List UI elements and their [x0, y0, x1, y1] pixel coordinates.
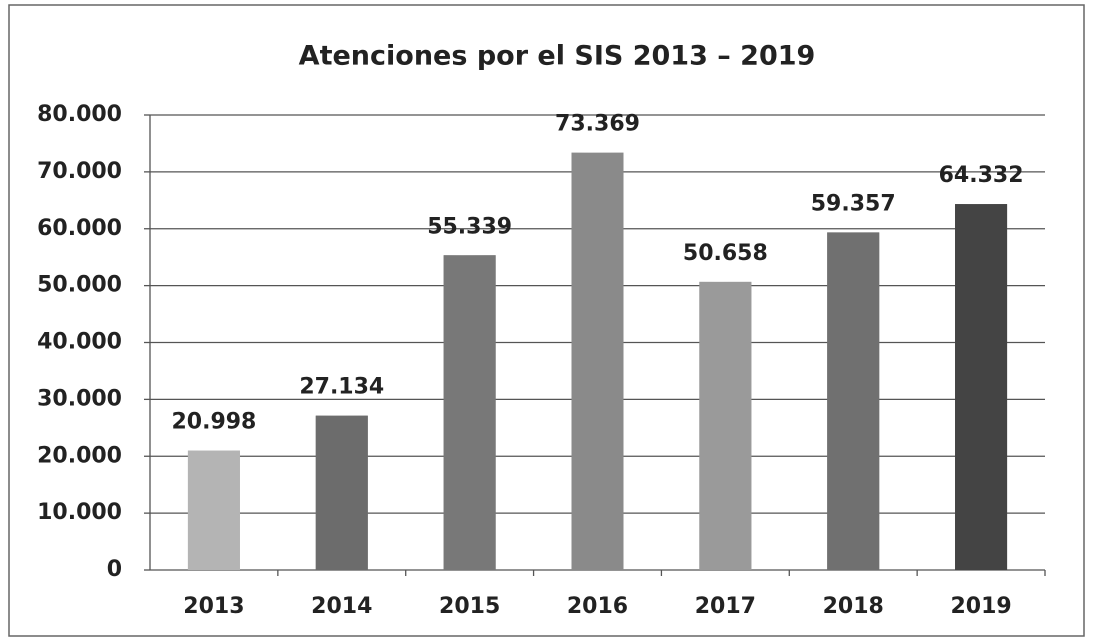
- value-label: 59.357: [811, 191, 896, 216]
- bar: [315, 415, 368, 570]
- y-tick-label: 70.000: [37, 159, 122, 184]
- bar: [571, 152, 624, 570]
- value-label: 64.332: [939, 163, 1024, 188]
- y-tick-label: 0: [107, 557, 122, 582]
- bar: [443, 255, 496, 570]
- y-tick-label: 30.000: [37, 386, 122, 411]
- y-tick-label: 40.000: [37, 330, 122, 355]
- y-tick-label: 20.000: [37, 443, 122, 468]
- value-label: 73.369: [555, 112, 640, 137]
- value-label: 20.998: [171, 410, 256, 435]
- value-label: 50.658: [683, 241, 768, 266]
- bar: [187, 450, 240, 570]
- x-tick-label: 2014: [311, 594, 372, 619]
- bar: [699, 281, 752, 570]
- x-tick-label: 2016: [567, 594, 628, 619]
- y-tick-label: 80.000: [37, 102, 122, 127]
- x-tick-label: 2019: [950, 594, 1011, 619]
- value-label: 55.339: [427, 214, 512, 239]
- bar: [827, 232, 880, 571]
- y-tick-label: 50.000: [37, 273, 122, 298]
- chart-frame: [8, 4, 1085, 637]
- chart-title: Atenciones por el SIS 2013 – 2019: [299, 41, 816, 72]
- bar: [955, 204, 1008, 570]
- x-tick-label: 2017: [695, 594, 756, 619]
- y-tick-label: 10.000: [37, 500, 122, 525]
- y-tick-label: 60.000: [37, 216, 122, 241]
- value-label: 27.134: [299, 375, 384, 400]
- x-tick-label: 2015: [439, 594, 500, 619]
- x-tick-label: 2013: [183, 594, 244, 619]
- x-tick-label: 2018: [823, 594, 884, 619]
